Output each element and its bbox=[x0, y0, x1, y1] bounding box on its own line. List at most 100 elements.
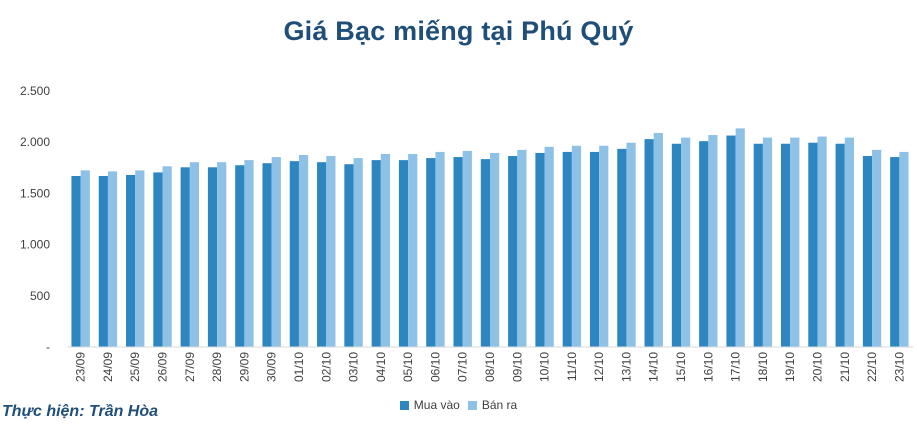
x-tick-label: 06/10 bbox=[428, 352, 442, 382]
bar-mua-vao bbox=[98, 175, 108, 347]
bar-ban-ra bbox=[244, 160, 254, 347]
bar-ban-ra bbox=[435, 151, 445, 347]
bar-ban-ra bbox=[80, 170, 90, 347]
credit-text: Thực hiện: Trần Hòa bbox=[2, 403, 159, 420]
y-axis-ticks: - 500 1.000 1.500 2.000 2.500 bbox=[20, 84, 50, 354]
x-tick-label: 16/10 bbox=[701, 352, 715, 382]
legend-label: Mua vào bbox=[413, 398, 460, 412]
bar-mua-vao bbox=[671, 143, 682, 347]
bar-mua-vao bbox=[535, 152, 545, 347]
bar-mua-vao bbox=[562, 151, 572, 347]
x-tick-label: 29/09 bbox=[237, 352, 251, 382]
x-tick-label: 26/09 bbox=[156, 352, 170, 382]
x-tick-label: 01/10 bbox=[292, 352, 306, 382]
bar-ban-ra bbox=[326, 156, 336, 347]
bar-ban-ra bbox=[544, 146, 554, 347]
bar-mua-vao bbox=[808, 142, 818, 347]
bars-group bbox=[71, 128, 909, 347]
legend-item: Mua vào bbox=[399, 398, 460, 412]
bar-ban-ra bbox=[162, 166, 172, 347]
bar-ban-ra bbox=[899, 151, 909, 347]
y-tick-label: 1.000 bbox=[20, 238, 50, 252]
bar-mua-vao bbox=[262, 163, 272, 347]
bar-mua-vao bbox=[235, 165, 245, 347]
bar-ban-ra bbox=[462, 150, 472, 347]
bar-mua-vao bbox=[426, 158, 436, 347]
legend-item: Bán ra bbox=[467, 398, 518, 412]
bar-ban-ra bbox=[490, 152, 500, 347]
x-tick-label: 03/10 bbox=[347, 352, 361, 382]
bar-mua-vao bbox=[726, 135, 736, 347]
bar-mua-vao bbox=[398, 160, 409, 347]
y-tick-label: 1.500 bbox=[20, 186, 50, 200]
x-tick-label: 28/09 bbox=[210, 352, 224, 382]
x-tick-label: 02/10 bbox=[319, 352, 333, 382]
bar-ban-ra bbox=[653, 132, 663, 347]
x-tick-label: 09/10 bbox=[510, 352, 524, 382]
x-tick-label: 24/09 bbox=[101, 352, 115, 382]
bar-mua-vao bbox=[589, 151, 600, 347]
bar-ban-ra bbox=[872, 149, 882, 347]
y-tick-label: - bbox=[46, 340, 50, 354]
bar-mua-vao bbox=[453, 157, 463, 347]
bar-ban-ra bbox=[735, 128, 745, 347]
x-tick-label: 12/10 bbox=[592, 352, 606, 382]
x-tick-label: 20/10 bbox=[810, 352, 824, 382]
x-tick-label: 11/10 bbox=[565, 352, 579, 381]
x-tick-label: 21/10 bbox=[838, 352, 852, 382]
bar-ban-ra bbox=[107, 171, 118, 347]
bar-mua-vao bbox=[644, 139, 654, 347]
x-tick-label: 05/10 bbox=[401, 352, 415, 382]
y-tick-label: 500 bbox=[30, 289, 50, 303]
bar-ban-ra bbox=[681, 137, 691, 347]
bar-ban-ra bbox=[135, 170, 145, 347]
bar-ban-ra bbox=[271, 157, 281, 347]
bar-mua-vao bbox=[126, 174, 136, 347]
bar-mua-vao bbox=[153, 172, 163, 347]
x-tick-label: 25/09 bbox=[128, 352, 142, 382]
bar-mua-vao bbox=[699, 141, 709, 347]
bar-mua-vao bbox=[371, 160, 381, 347]
x-tick-label: 18/10 bbox=[756, 352, 770, 382]
x-tick-label: 23/10 bbox=[892, 352, 906, 382]
bar-ban-ra bbox=[380, 153, 391, 347]
bar-ban-ra bbox=[517, 149, 527, 347]
bar-ban-ra bbox=[708, 135, 718, 347]
bar-mua-vao bbox=[317, 162, 327, 347]
bar-mua-vao bbox=[890, 157, 900, 347]
bar-mua-vao bbox=[862, 156, 873, 347]
bar-ban-ra bbox=[626, 142, 636, 347]
bar-mua-vao bbox=[753, 143, 763, 347]
bar-ban-ra bbox=[217, 162, 227, 347]
x-tick-label: 08/10 bbox=[483, 352, 497, 382]
bar-mua-vao bbox=[835, 143, 845, 347]
bar-ban-ra bbox=[790, 137, 800, 347]
y-tick-label: 2.000 bbox=[20, 135, 50, 149]
bar-ban-ra bbox=[571, 145, 582, 347]
bar-mua-vao bbox=[207, 167, 218, 347]
bar-ban-ra bbox=[353, 158, 363, 347]
bar-mua-vao bbox=[289, 161, 299, 347]
bar-mua-vao bbox=[617, 148, 627, 347]
x-axis-ticks: 23/09 24/09 25/09 26/09 27/09 28/09 29/09 30/09… bbox=[74, 352, 907, 382]
legend: Mua vào Bán ra bbox=[0, 398, 917, 413]
legend-swatch bbox=[467, 400, 477, 410]
chart-title: Giá Bạc miếng tại Phú Quý bbox=[283, 16, 634, 46]
bar-ban-ra bbox=[298, 155, 309, 347]
x-tick-label: 17/10 bbox=[729, 352, 743, 382]
x-tick-label: 04/10 bbox=[374, 352, 388, 382]
bar-mua-vao bbox=[180, 167, 190, 347]
x-tick-label: 15/10 bbox=[674, 352, 688, 382]
bar-ban-ra bbox=[408, 153, 418, 347]
legend-swatch bbox=[399, 400, 409, 410]
legend-label: Bán ra bbox=[481, 398, 518, 412]
x-tick-label: 30/09 bbox=[265, 352, 279, 382]
x-tick-label: 07/10 bbox=[456, 352, 470, 382]
bar-ban-ra bbox=[762, 137, 773, 347]
bar-mua-vao bbox=[480, 159, 490, 347]
x-tick-label: 23/09 bbox=[74, 352, 88, 382]
x-tick-label: 14/10 bbox=[647, 352, 661, 382]
x-tick-label: 10/10 bbox=[538, 352, 552, 382]
bar-mua-vao bbox=[780, 143, 791, 347]
bar-mua-vao bbox=[71, 175, 81, 347]
